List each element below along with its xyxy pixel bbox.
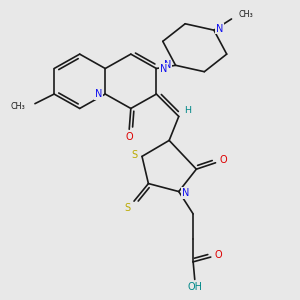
Text: OH: OH	[187, 282, 202, 292]
Text: N: N	[215, 24, 223, 34]
Text: S: S	[124, 202, 131, 212]
Text: H: H	[184, 106, 191, 115]
Text: S: S	[131, 150, 137, 160]
Text: N: N	[182, 188, 189, 198]
Text: O: O	[125, 132, 133, 142]
Text: N: N	[95, 89, 102, 99]
Text: O: O	[214, 250, 222, 260]
Text: CH₃: CH₃	[239, 10, 254, 19]
Text: CH₃: CH₃	[11, 102, 26, 111]
Text: O: O	[220, 154, 227, 165]
Text: N: N	[164, 60, 172, 70]
Text: N: N	[160, 64, 167, 74]
